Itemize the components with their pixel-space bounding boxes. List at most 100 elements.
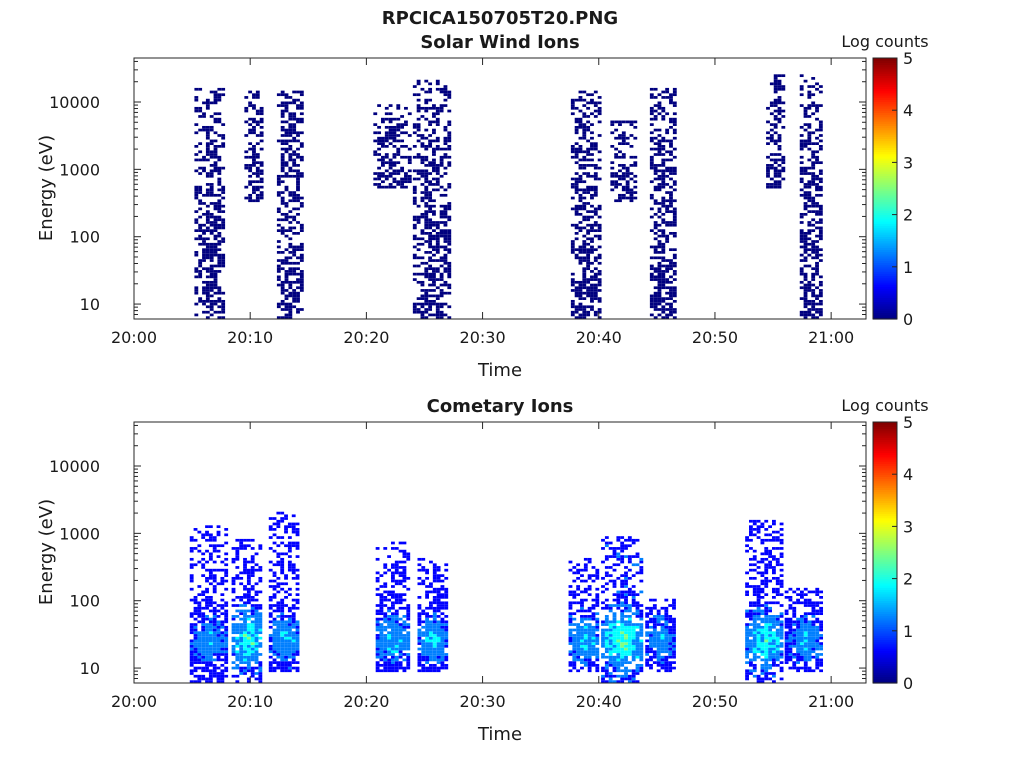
heatmap-cell xyxy=(649,131,654,135)
heatmap-cell xyxy=(250,609,255,613)
heatmap-cell xyxy=(570,280,575,284)
heatmap-cell xyxy=(417,658,422,662)
heatmap-cell xyxy=(616,536,621,539)
heatmap-cell xyxy=(205,658,209,662)
heatmap-cell xyxy=(773,131,778,135)
heatmap-cell xyxy=(252,188,256,192)
heatmap-cell xyxy=(193,596,198,599)
heatmap-cell xyxy=(258,606,263,610)
heatmap-cell xyxy=(202,115,206,118)
heatmap-cell xyxy=(672,636,676,640)
heatmap-cell xyxy=(296,164,300,167)
heatmap-cell xyxy=(661,297,666,300)
heatmap-cell xyxy=(299,229,304,232)
heatmap-cell xyxy=(760,574,765,577)
heatmap-cell xyxy=(209,259,214,262)
heatmap-cell xyxy=(432,644,437,648)
heatmap-cell xyxy=(627,557,632,561)
heatmap-cell xyxy=(815,270,819,273)
heatmap-cell xyxy=(604,598,609,602)
heatmap-cell xyxy=(635,650,640,654)
heatmap-cell xyxy=(772,636,776,640)
heatmap-cell xyxy=(444,653,449,656)
heatmap-cell xyxy=(447,270,452,273)
heatmap-cell xyxy=(425,642,429,645)
heatmap-cell xyxy=(582,191,587,194)
heatmap-cell xyxy=(752,576,757,580)
heatmap-cell xyxy=(212,636,217,640)
heatmap-cell xyxy=(633,161,638,165)
heatmap-cell xyxy=(299,270,304,273)
heatmap-cell xyxy=(768,663,772,667)
heatmap-cell xyxy=(653,109,658,113)
heatmap-cell xyxy=(439,294,444,298)
heatmap-cell xyxy=(760,634,765,637)
heatmap-cell xyxy=(620,560,625,564)
heatmap-cell xyxy=(235,574,240,577)
colorbar-segment xyxy=(873,101,897,105)
heatmap-cell xyxy=(653,96,658,99)
heatmap-cell xyxy=(284,631,288,635)
heatmap-cell xyxy=(231,590,236,594)
heatmap-cell xyxy=(777,139,782,143)
heatmap-cell xyxy=(772,655,776,659)
heatmap-cell xyxy=(235,623,240,626)
heatmap-cell xyxy=(272,653,277,656)
heatmap-cell xyxy=(197,647,202,651)
heatmap-cell xyxy=(429,644,433,648)
heatmap-cell xyxy=(587,661,592,664)
heatmap-cell xyxy=(220,663,225,667)
heatmap-cell xyxy=(377,158,382,162)
heatmap-cell xyxy=(639,623,644,626)
heatmap-cell xyxy=(246,658,251,662)
heatmap-cell xyxy=(193,644,198,648)
heatmap-cell xyxy=(432,642,437,645)
heatmap-cell xyxy=(217,299,222,303)
heatmap-cell xyxy=(672,289,677,292)
heatmap-cell xyxy=(590,299,594,303)
heatmap-cell xyxy=(417,653,422,656)
heatmap-cell xyxy=(775,536,780,539)
heatmap-cell xyxy=(255,96,260,99)
heatmap-cell xyxy=(201,631,206,635)
heatmap-cell xyxy=(803,112,808,116)
heatmap-cell xyxy=(627,587,632,591)
heatmap-cell xyxy=(424,310,429,314)
heatmap-cell xyxy=(661,264,666,268)
heatmap-cell xyxy=(631,680,636,683)
heatmap-cell xyxy=(272,634,277,637)
heatmap-cell xyxy=(582,283,587,287)
heatmap-cell xyxy=(252,180,256,184)
heatmap-cell xyxy=(627,623,632,626)
heatmap-cell xyxy=(379,625,384,629)
heatmap-cell xyxy=(391,636,395,640)
heatmap-cell xyxy=(624,650,628,654)
heatmap-cell xyxy=(586,267,591,271)
heatmap-cell xyxy=(208,582,213,586)
heatmap-cell xyxy=(280,601,285,605)
heatmap-cell xyxy=(276,661,281,664)
heatmap-cell xyxy=(656,609,661,613)
heatmap-cell xyxy=(231,604,236,607)
heatmap-cell xyxy=(672,650,676,654)
heatmap-cell xyxy=(436,642,441,645)
heatmap-cell xyxy=(394,639,399,643)
heatmap-cell xyxy=(815,183,819,186)
heatmap-cell xyxy=(404,120,408,124)
heatmap-cell xyxy=(276,666,281,670)
heatmap-cell xyxy=(248,104,253,107)
heatmap-cell xyxy=(773,101,778,105)
heatmap-cell xyxy=(669,166,673,170)
heatmap-cell xyxy=(243,612,247,616)
heatmap-cell xyxy=(412,145,417,148)
heatmap-cell xyxy=(625,142,630,145)
heatmap-cell xyxy=(772,530,776,534)
heatmap-cell xyxy=(568,661,573,664)
heatmap-cell xyxy=(209,286,214,290)
heatmap-cell xyxy=(586,150,591,154)
heatmap-cell xyxy=(432,120,436,124)
heatmap-cell xyxy=(268,655,273,659)
heatmap-cell xyxy=(587,628,592,632)
heatmap-cell xyxy=(377,172,382,175)
heatmap-cell xyxy=(381,120,385,124)
